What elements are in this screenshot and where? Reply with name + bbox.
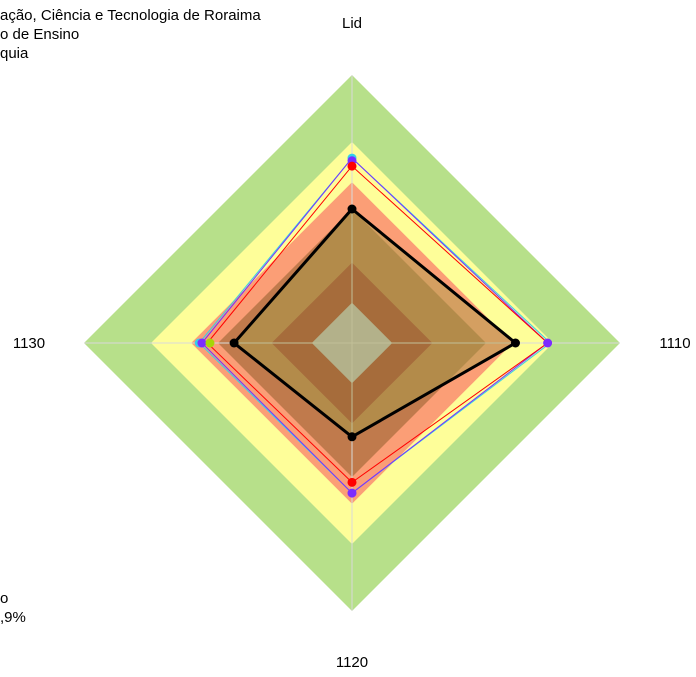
main-series-fill (234, 209, 516, 437)
chart-points (194, 153, 553, 498)
data-point-8 (205, 338, 215, 348)
data-point-11 (347, 432, 357, 442)
data-point-5 (347, 477, 357, 487)
axis-label-0: Lid (342, 15, 362, 32)
header-line-3: quia (0, 45, 29, 62)
data-point-7 (197, 338, 207, 348)
axis-label-1: 1110 (659, 335, 690, 352)
header-line-2: o de Ensino (0, 26, 80, 43)
axis-label-2: 1120 (336, 654, 368, 671)
data-point-3 (543, 338, 553, 348)
chart-overlay (234, 209, 516, 437)
data-point-10 (510, 338, 520, 348)
data-point-12 (229, 338, 239, 348)
data-point-9 (347, 204, 357, 214)
footer-line-2: ,9% (0, 609, 26, 626)
header-line-1: ação, Ciência e Tecnologia de Roraima (0, 7, 261, 24)
axis-label-3: 1130 (13, 335, 45, 352)
footer-line-1: o (0, 590, 9, 607)
data-point-4 (347, 488, 357, 498)
chart-axis-labels: Lid 1110 1120 1130 (13, 15, 691, 671)
data-point-2 (347, 161, 357, 171)
